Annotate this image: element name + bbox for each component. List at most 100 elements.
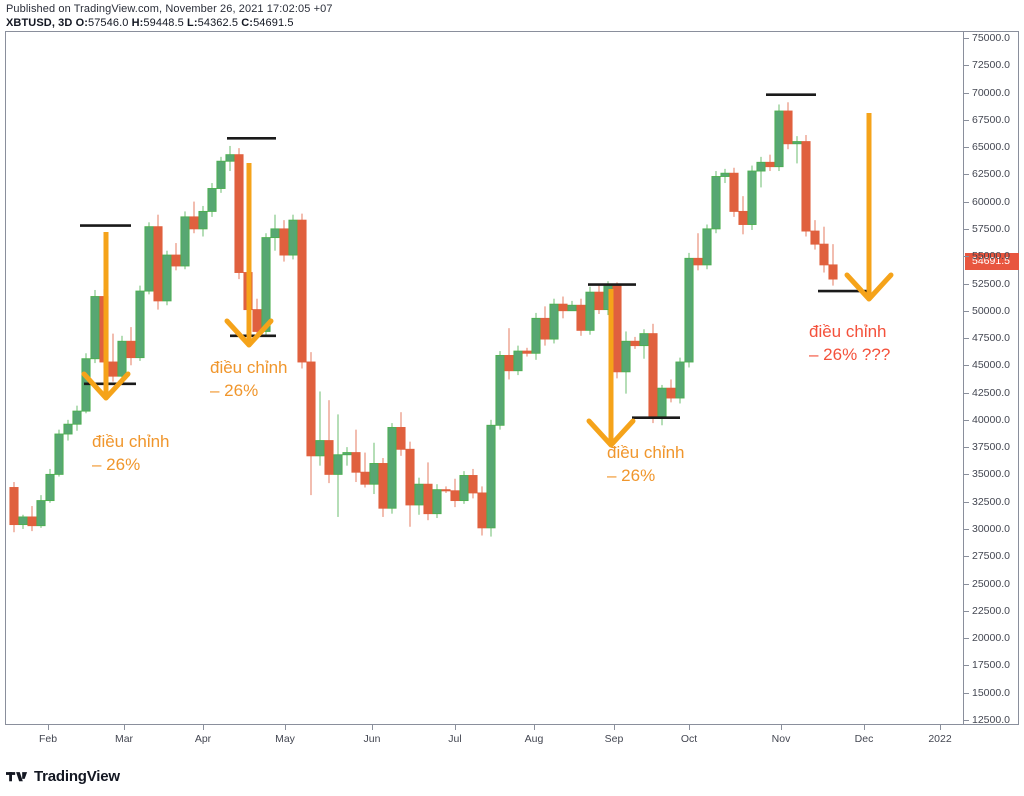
candle — [675, 357, 685, 404]
candle-body — [459, 475, 469, 502]
candle-body — [486, 424, 496, 529]
price-tick-label: 40000.0 — [972, 413, 1010, 426]
time-tick-label: May — [275, 733, 295, 745]
candle — [423, 462, 433, 521]
ann-3: điều chỉnh – 26% — [607, 443, 685, 485]
candle — [306, 352, 316, 496]
candle — [153, 214, 163, 310]
close-value: 54691.5 — [253, 17, 294, 29]
candle-body — [72, 410, 82, 425]
candle — [135, 285, 145, 361]
candle — [486, 419, 496, 537]
candle-body — [549, 303, 559, 340]
time-axis[interactable]: Feb Mar Apr May Jun Jul Aug Sep Oct Nov Dec 2022 — [5, 724, 1019, 754]
candle-body — [720, 172, 730, 177]
time-tick-label: Feb — [38, 733, 58, 745]
candle-body — [783, 110, 793, 145]
arrow-2 — [224, 163, 274, 348]
candle — [360, 452, 370, 488]
candle — [621, 331, 631, 394]
price-tick-label: 72500.0 — [972, 59, 1010, 72]
price-tick-label: 32500.0 — [972, 495, 1010, 508]
candle — [18, 514, 28, 529]
candle-body — [306, 361, 316, 457]
candle-body — [234, 154, 244, 273]
candle-body — [225, 154, 235, 162]
candle — [405, 441, 415, 527]
candle-body — [567, 304, 577, 312]
candle — [333, 414, 343, 517]
candlestick-plot-area[interactable]: điều chỉnh – 26% điều chỉnh – 26% điều chỉnh… — [6, 32, 963, 724]
candle — [234, 148, 244, 280]
price-tick-label: 37500.0 — [972, 441, 1010, 454]
candle-body — [522, 350, 532, 354]
price-tick-mark — [964, 201, 969, 203]
candle-body — [594, 291, 604, 311]
candle — [639, 329, 649, 359]
candle-body — [351, 452, 361, 473]
candle-body — [612, 285, 622, 373]
candle — [27, 506, 37, 532]
time-tick-mark — [124, 725, 125, 730]
candle — [216, 156, 226, 193]
candle-body — [261, 237, 271, 332]
high-value: 59448.5 — [143, 17, 184, 29]
candle-body — [324, 440, 334, 475]
candle-body — [801, 141, 811, 232]
ann-2: điều chỉnh – 26% — [210, 358, 288, 400]
candle — [756, 156, 766, 188]
candle-body — [819, 243, 829, 266]
time-tick-label: Sep — [604, 733, 624, 745]
candle — [72, 405, 82, 431]
candle-body — [423, 483, 433, 515]
price-tick-mark — [964, 474, 969, 476]
candle-body — [180, 216, 190, 267]
price-axis[interactable]: 54691.5 75000.0 72500.0 70000.0 67500.0 6500… — [963, 31, 1019, 726]
candle-body — [792, 141, 802, 145]
candle-body — [288, 219, 298, 256]
candle-body — [810, 230, 820, 245]
candle-body — [189, 216, 199, 230]
candle — [9, 482, 19, 533]
candle-body — [9, 487, 19, 526]
high-label: H: — [131, 17, 144, 29]
price-tick-label: 25000.0 — [972, 577, 1010, 590]
chart-frame — [5, 31, 1019, 724]
candle — [720, 168, 730, 184]
candle-body — [828, 264, 838, 280]
annotation-line-2: – 26% — [607, 466, 655, 485]
candle — [540, 306, 550, 346]
candle — [828, 244, 838, 286]
candle-body — [729, 172, 739, 212]
price-tick-mark — [964, 665, 969, 667]
candle — [54, 429, 64, 477]
price-tick-mark — [964, 228, 969, 230]
time-tick-mark — [614, 725, 615, 730]
low-label: L: — [187, 17, 198, 29]
price-tick-mark — [964, 529, 969, 531]
candle — [108, 333, 118, 382]
time-tick-label: Oct — [680, 733, 698, 745]
price-tick-label: 75000.0 — [972, 32, 1010, 44]
price-tick-mark — [964, 556, 969, 558]
arrow-1 — [81, 232, 131, 401]
ann-4: điều chỉnh – 26% ??? — [809, 322, 890, 364]
candle-body — [675, 361, 685, 399]
candle — [180, 211, 190, 270]
published-caption: Published on TradingView.com, November 2… — [6, 3, 333, 15]
candle — [162, 250, 172, 306]
price-tick-label: 65000.0 — [972, 141, 1010, 154]
tradingview-logo-icon — [6, 771, 28, 781]
price-tick-label: 47500.0 — [972, 332, 1010, 345]
candle-body — [396, 427, 406, 450]
price-tick-label: 12500.0 — [972, 714, 1010, 726]
candle — [783, 102, 793, 150]
candle-body — [342, 452, 352, 456]
time-tick-mark — [781, 725, 782, 730]
candle-body — [765, 161, 775, 168]
price-tick-mark — [964, 419, 969, 421]
price-tick-mark — [964, 65, 969, 67]
price-tick-label: 70000.0 — [972, 86, 1010, 99]
arrow-4 — [844, 113, 894, 302]
price-tick-mark — [964, 119, 969, 121]
